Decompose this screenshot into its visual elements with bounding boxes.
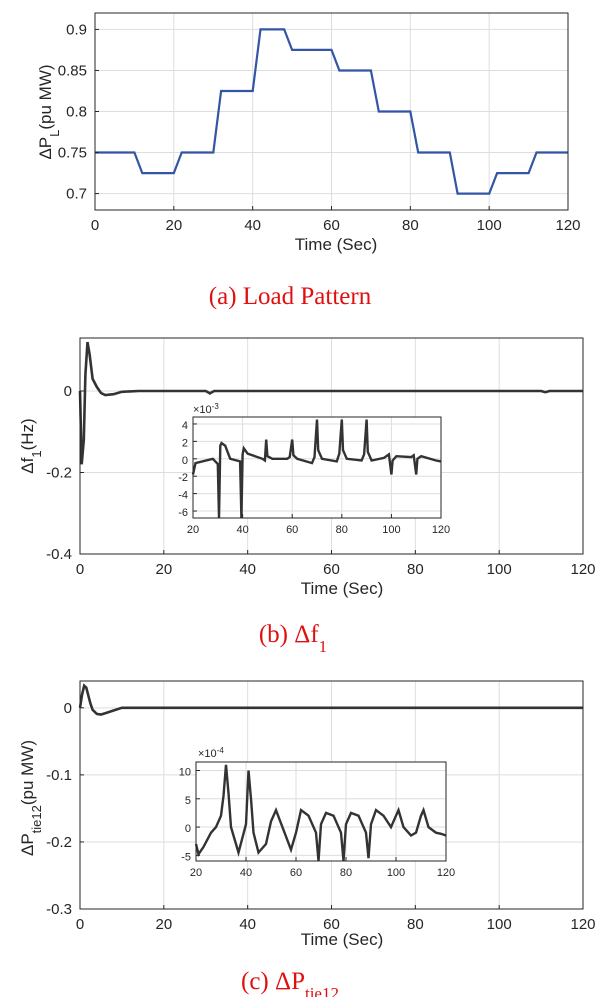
x-tick-label: 0	[91, 217, 99, 234]
x-tick-label: 60	[290, 867, 302, 879]
x-tick-label: 100	[487, 561, 512, 578]
y-tick-label: 10	[179, 766, 191, 778]
y-tick-label: 2	[182, 437, 188, 449]
x-tick-label: 120	[437, 867, 455, 879]
x-tick-label: 20	[190, 867, 202, 879]
y-tick-label: 4	[182, 420, 188, 432]
x-tick-label: 20	[165, 217, 182, 234]
caption-b: (b) Δf1	[259, 621, 327, 656]
x-tick-label: 0	[76, 561, 84, 578]
y-tick-label: 0.75	[58, 145, 87, 162]
panel-a: 0 20 40 60 80 100 120 0.7 0.75 0.8 0.85 0.9 Time (…	[36, 12, 581, 310]
frequency-deviation-line	[78, 341, 583, 465]
y-tick-label: 0.85	[58, 62, 87, 79]
x-tick-label: 120	[432, 524, 450, 536]
caption-c: (c) ΔPtie12	[241, 968, 339, 997]
y-tick-label: -6	[178, 507, 188, 519]
x-tick-label: 20	[187, 524, 199, 536]
inset-c: 20 40 60 80 100 120 -5 0 5 10 ×10-4	[179, 746, 455, 880]
x-tick-label: 60	[286, 524, 298, 536]
x-tick-label: 20	[155, 916, 172, 933]
y-tick-label: -0.3	[46, 901, 72, 918]
caption-a: (a) Load Pattern	[209, 283, 372, 310]
x-tick-label: 40	[236, 524, 248, 536]
x-tick-label: 40	[239, 561, 256, 578]
load-pattern-line	[95, 28, 568, 195]
inset-x-ticks-c: 20 40 60 80 100 120	[190, 857, 455, 879]
y-tick-label: 0.7	[66, 186, 87, 203]
y-ticks-b: -0.4 -0.2 0	[46, 383, 84, 563]
x-tick-label: 40	[244, 217, 261, 234]
x-tick-label: 80	[407, 916, 424, 933]
tie-line-power-line	[78, 683, 583, 716]
y-tick-label: 5	[185, 795, 191, 807]
x-tick-label: 40	[240, 867, 252, 879]
x-tick-label: 120	[570, 561, 595, 578]
y-tick-label: -0.2	[46, 464, 72, 481]
x-axis-label-c: Time (Sec)	[301, 930, 384, 949]
y-tick-label: -0.4	[46, 546, 72, 563]
x-tick-label: 0	[76, 916, 84, 933]
x-tick-label: 80	[336, 524, 348, 536]
x-tick-label: 120	[570, 916, 595, 933]
y-tick-label: 0	[64, 383, 72, 400]
x-tick-label: 80	[340, 867, 352, 879]
x-tick-label: 60	[323, 916, 340, 933]
y-tick-label: 0	[182, 455, 188, 467]
x-ticks-c: 0 20 40 60 80 100 120	[76, 905, 596, 933]
inset-y-ticks-b: -6 -4 -2 0 2 4	[178, 420, 197, 519]
inset-exponent-c: ×10-4	[198, 746, 224, 761]
y-ticks-a: 0.7 0.75 0.8 0.85 0.9	[58, 21, 99, 203]
x-tick-label: 100	[382, 524, 400, 536]
x-tick-label: 100	[487, 916, 512, 933]
inset-b: 20 40 60 80 100 120 -6 -4 -2 0 2 4 ×10-3	[178, 402, 450, 537]
panel-c: 0 20 40 60 80 100 120 -0.3-0.2-0.10 Time (Sec)…	[18, 680, 596, 997]
y-tick-label: 0	[185, 823, 191, 835]
x-ticks-a: 0 20 40 60 80 100 120	[91, 206, 581, 234]
y-axis-label-c: ΔPtie12(pu MW)	[18, 740, 44, 856]
y-tick-label: -0.1	[46, 767, 72, 784]
x-tick-label: 60	[323, 561, 340, 578]
x-tick-label: 20	[155, 561, 172, 578]
y-tick-label: -5	[181, 851, 191, 863]
x-tick-label: 40	[239, 916, 256, 933]
x-axis-label-b: Time (Sec)	[301, 579, 384, 598]
x-tick-label: 100	[477, 217, 502, 234]
y-tick-label: -0.2	[46, 834, 72, 851]
y-axis-label-b: Δf1(Hz)	[18, 418, 44, 473]
x-axis-label-a: Time (Sec)	[295, 235, 378, 254]
x-tick-label: 80	[407, 561, 424, 578]
x-ticks-b: 0 20 40 60 80 100 120	[76, 550, 596, 578]
inset-exponent-b: ×10-3	[193, 402, 219, 417]
y-tick-label: 0.9	[66, 21, 87, 38]
y-axis-label-a: ΔPL(pu MW)	[36, 64, 62, 159]
inset-plot-area-c	[195, 761, 447, 862]
y-tick-label: -2	[178, 472, 188, 484]
inset-frame-b	[192, 416, 442, 519]
panel-b: 0 20 40 60 80 100 120 -0.4-0.20 Time (Sec) Δf1…	[18, 337, 596, 656]
x-tick-label: 60	[323, 217, 340, 234]
x-tick-label: 120	[555, 217, 580, 234]
inset-y-ticks-c: -5 0 5 10	[179, 766, 200, 863]
x-tick-label: 80	[402, 217, 419, 234]
inset-frame-c	[195, 761, 447, 862]
y-tick-label: -4	[178, 490, 188, 502]
y-tick-label: 0	[64, 700, 72, 717]
inset-frequency-line	[191, 419, 442, 519]
y-ticks-c: -0.3 -0.2 -0.1 0	[46, 700, 84, 918]
x-tick-label: 100	[387, 867, 405, 879]
y-tick-label: 0.8	[66, 104, 87, 121]
inset-x-ticks-b: 20 40 60 80 100 120	[187, 514, 450, 536]
